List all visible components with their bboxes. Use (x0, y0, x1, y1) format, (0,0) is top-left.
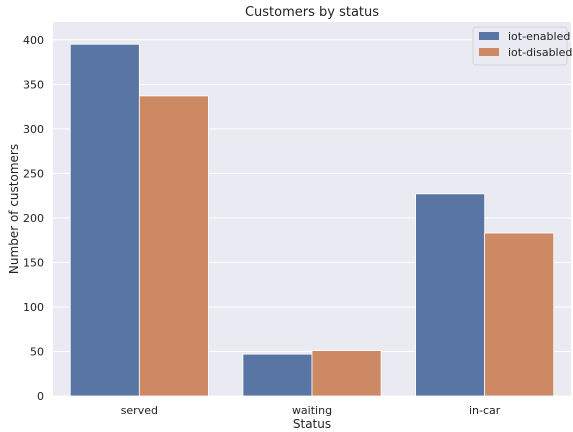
x-tick-label: served (121, 404, 158, 417)
bar-iot-enabled-waiting (242, 353, 313, 397)
chart-title: Customers by status (245, 5, 379, 20)
y-tick-label: 350 (23, 78, 44, 91)
y-tick-label: 200 (23, 212, 44, 225)
y-tick-label: 150 (23, 256, 44, 269)
bar-iot-enabled-in-car (415, 193, 486, 397)
x-tick-label: in-car (469, 404, 501, 417)
x-tick-label: waiting (292, 404, 332, 417)
x-tick-labels: served waiting in-car (121, 404, 501, 417)
x-axis-label: Status (293, 417, 331, 431)
legend-label-iot-enabled: iot-enabled (508, 30, 570, 43)
bar-iot-enabled-served (69, 43, 140, 397)
bar-iot-disabled-served (138, 95, 209, 397)
y-tick-label: 400 (23, 34, 44, 47)
y-tick-label: 0 (37, 390, 44, 403)
bar-iot-disabled-in-car (484, 232, 555, 397)
y-axis-label: Number of customers (7, 144, 21, 274)
legend-swatch-iot-disabled (479, 48, 499, 56)
legend-label-iot-disabled: iot-disabled (508, 46, 572, 59)
legend: iot-enabled iot-disabled (472, 26, 572, 66)
bars (69, 43, 555, 397)
y-tick-labels: 0 50 100 150 200 250 300 350 400 (23, 34, 44, 403)
y-tick-label: 100 (23, 301, 44, 314)
y-tick-label: 250 (23, 167, 44, 180)
y-tick-label: 50 (30, 345, 44, 358)
y-tick-label: 300 (23, 123, 44, 136)
legend-swatch-iot-enabled (479, 32, 499, 40)
bar-iot-disabled-waiting (311, 350, 382, 397)
